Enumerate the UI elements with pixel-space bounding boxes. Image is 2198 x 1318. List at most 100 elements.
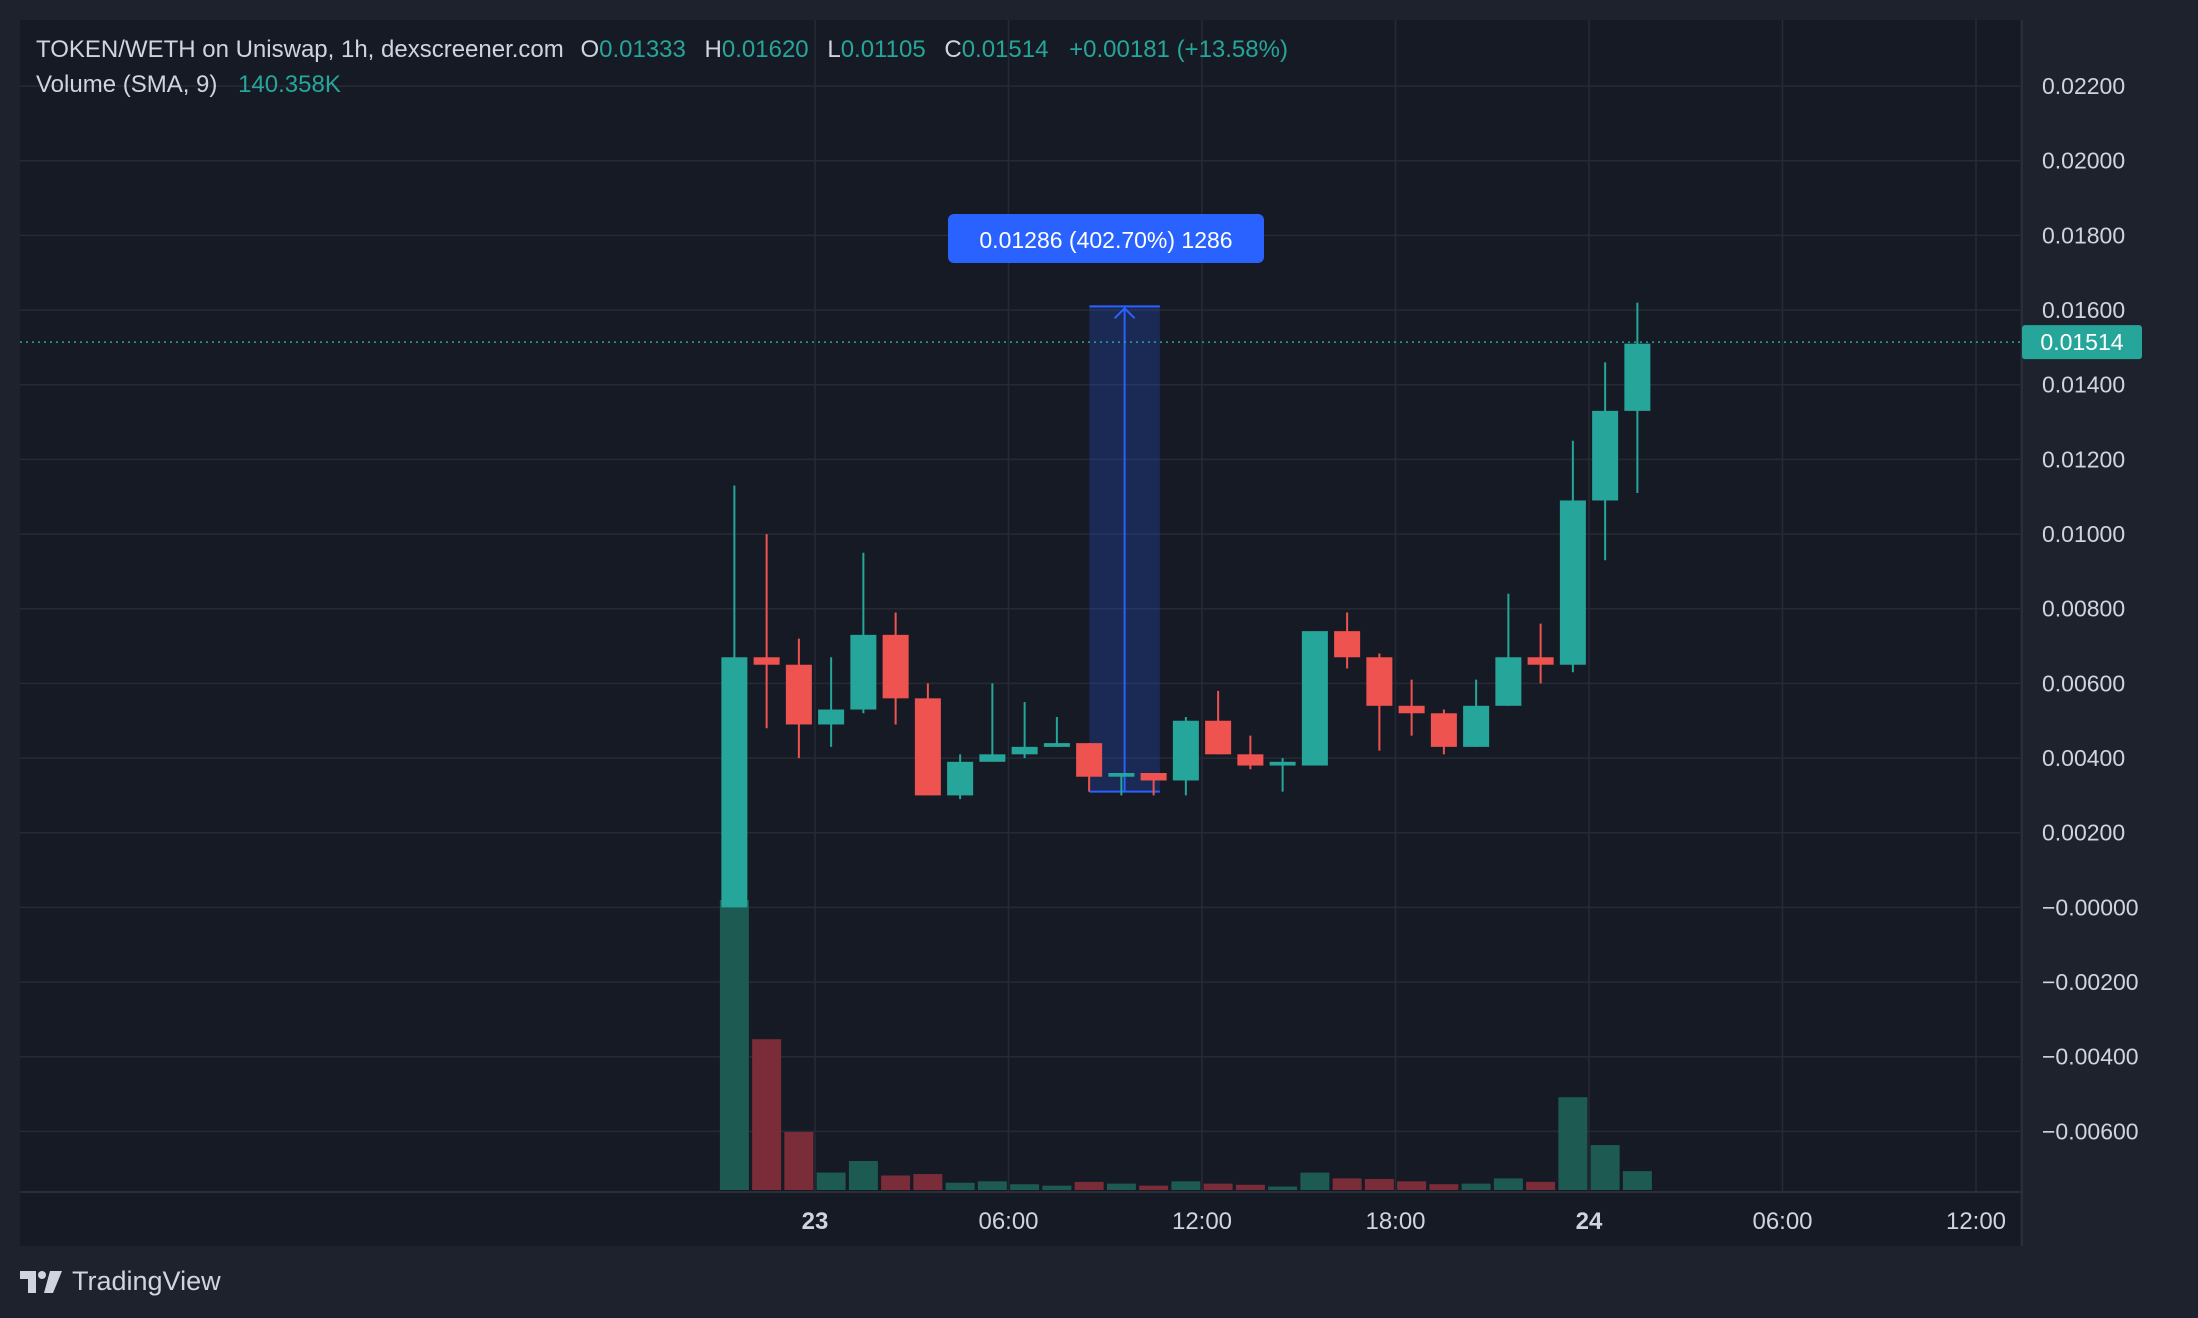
candle[interactable] — [1366, 653, 1393, 751]
candle[interactable] — [1334, 612, 1361, 669]
candle[interactable] — [1205, 690, 1232, 755]
candle-body — [1527, 657, 1554, 665]
candle[interactable] — [1559, 440, 1586, 673]
volume-bar — [784, 1132, 814, 1190]
legend-low-label: L — [827, 36, 841, 63]
candle[interactable] — [1301, 631, 1328, 766]
candle[interactable] — [818, 657, 845, 747]
volume-bar — [881, 1175, 911, 1190]
x-tick-label: 18:00 — [1365, 1208, 1425, 1235]
candle-body — [1172, 720, 1199, 781]
x-tick-label: 06:00 — [1752, 1208, 1812, 1235]
candle-body — [721, 657, 748, 908]
price-axis[interactable]: 0.02200 0.02000 0.01800 0.01600 0.01400 0.012… — [2042, 73, 2139, 1144]
legend-high-label: H — [704, 36, 722, 63]
legend-volume: Volume (SMA, 9) 140.358K — [36, 71, 345, 99]
legend-volume-value: 140.358K — [238, 71, 341, 98]
volume-bars — [719, 900, 1652, 1190]
candle-body — [1269, 761, 1296, 766]
y-tick-label: 0.01000 — [2042, 521, 2125, 547]
candle[interactable] — [1463, 679, 1490, 747]
tradingview-footer[interactable]: TradingView — [20, 1266, 221, 1297]
candle[interactable] — [753, 534, 780, 729]
y-tick-label: −0.00400 — [2042, 1044, 2139, 1070]
y-tick-label: 0.01800 — [2042, 222, 2125, 248]
candle[interactable] — [947, 754, 974, 800]
measure-label: 0.01286 (402.70%) 1286 — [948, 214, 1264, 263]
candle[interactable] — [1237, 735, 1264, 770]
candle-body — [1334, 631, 1361, 658]
time-axis[interactable]: 23 06:00 12:00 18:00 24 06:00 12:00 — [802, 1208, 2006, 1235]
candle-body — [1624, 343, 1651, 411]
volume-bar — [1397, 1181, 1427, 1190]
candle-body — [785, 664, 812, 725]
y-tick-label: −0.00000 — [2042, 894, 2139, 920]
volume-bar — [1074, 1181, 1104, 1190]
candle-body — [1559, 500, 1586, 665]
candle[interactable] — [1398, 679, 1425, 736]
y-tick-label: 0.00600 — [2042, 670, 2125, 696]
volume-bar — [1493, 1178, 1523, 1190]
candle-body — [1011, 746, 1038, 755]
y-tick-label: 0.00400 — [2042, 745, 2125, 771]
legend-low-value: 0.01105 — [840, 36, 926, 63]
candle-body — [1398, 705, 1425, 714]
legend-volume-label[interactable]: Volume (SMA, 9) — [36, 71, 218, 98]
candle-body — [1592, 410, 1619, 501]
candle[interactable] — [850, 552, 877, 714]
volume-bar — [1332, 1178, 1362, 1190]
candle[interactable] — [1076, 743, 1103, 792]
candle[interactable] — [1011, 702, 1038, 759]
candle[interactable] — [882, 612, 909, 725]
volume-bar — [1139, 1185, 1169, 1190]
candle-body — [1140, 773, 1167, 781]
volume-bar — [816, 1172, 846, 1190]
x-tick-label: 12:00 — [1172, 1208, 1232, 1235]
candles — [721, 302, 1651, 908]
candle[interactable] — [1172, 717, 1199, 796]
candle-body — [1430, 713, 1457, 747]
candle[interactable] — [1527, 623, 1554, 684]
candle[interactable] — [979, 683, 1006, 762]
candle[interactable] — [1108, 773, 1135, 796]
candle[interactable] — [1495, 593, 1522, 706]
candle-body — [914, 698, 941, 796]
candle[interactable] — [1592, 362, 1619, 561]
legend-symbol[interactable]: TOKEN/WETH on Uniswap, 1h, dexscreener.c… — [36, 36, 564, 63]
volume-bar — [1526, 1181, 1556, 1190]
y-tick-label: 0.02000 — [2042, 148, 2125, 174]
candle-body — [882, 634, 909, 699]
x-tick-label: 12:00 — [1946, 1208, 2006, 1235]
x-tick-label: 23 — [802, 1208, 829, 1235]
volume-bar — [752, 1039, 782, 1190]
candle[interactable] — [914, 683, 941, 796]
volume-bar — [1106, 1183, 1136, 1190]
x-tick-label: 06:00 — [978, 1208, 1038, 1235]
volume-bar — [1429, 1184, 1459, 1190]
y-tick-label: 0.00200 — [2042, 820, 2125, 846]
volume-bar — [1461, 1183, 1491, 1190]
y-tick-label: −0.00600 — [2042, 1118, 2139, 1144]
measure-label-text: 0.01286 (402.70%) 1286 — [979, 227, 1232, 253]
candle[interactable] — [785, 638, 812, 759]
volume-bar — [1364, 1178, 1394, 1190]
candle[interactable] — [1430, 709, 1457, 755]
candle-body — [1301, 631, 1328, 766]
measure-arrow-head — [1113, 306, 1136, 320]
candle[interactable] — [1624, 302, 1651, 493]
volume-bar — [945, 1182, 975, 1190]
candle[interactable] — [721, 485, 748, 908]
candle-body — [1237, 754, 1264, 766]
volume-bar — [977, 1181, 1007, 1190]
candle-body — [1076, 743, 1103, 777]
volume-bar — [1590, 1145, 1620, 1190]
candle-body — [947, 761, 974, 796]
tradingview-brand: TradingView — [72, 1266, 221, 1296]
candle[interactable] — [1140, 773, 1167, 796]
candle-body — [850, 634, 877, 710]
volume-bar — [848, 1161, 878, 1190]
candle[interactable] — [1269, 758, 1296, 792]
candle[interactable] — [1043, 717, 1070, 747]
legend-open-value: 0.01333 — [599, 36, 686, 63]
